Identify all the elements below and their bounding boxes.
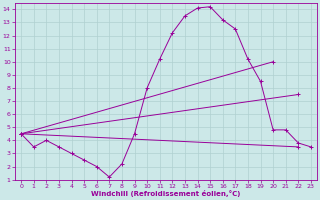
- X-axis label: Windchill (Refroidissement éolien,°C): Windchill (Refroidissement éolien,°C): [91, 190, 241, 197]
